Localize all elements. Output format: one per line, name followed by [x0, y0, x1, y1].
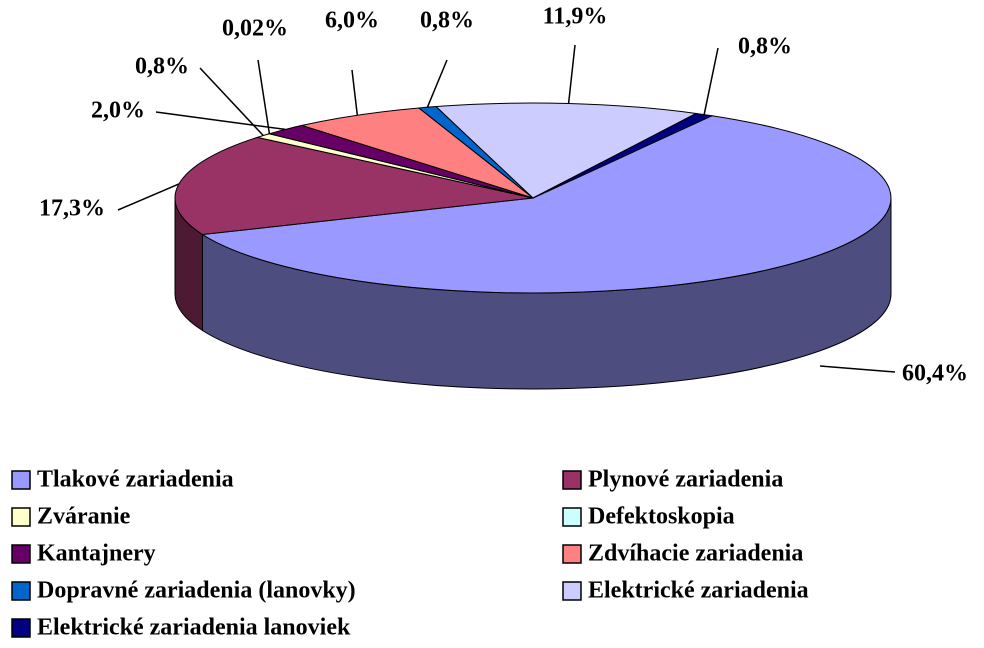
data-label: 6,0%: [325, 8, 379, 34]
legend-swatch: [562, 470, 582, 490]
leader-line: [155, 111, 286, 131]
slice: [434, 102, 698, 199]
data-label: 2,0%: [91, 98, 145, 124]
legend-label: Plynové zariadenia: [588, 467, 783, 493]
leader-line: [819, 365, 896, 373]
legend-label: Zváranie: [37, 504, 131, 530]
data-label: 0,8%: [738, 34, 792, 60]
legend-label: Elektrické zariadenia: [588, 578, 809, 604]
slice: [300, 107, 534, 199]
legend-swatch: [11, 470, 31, 490]
leader-line: [703, 47, 719, 115]
leader-line: [257, 59, 271, 134]
legend-label: Elektrické zariadenia lanoviek: [37, 615, 351, 641]
legend-label: Tlakové zariadenia: [37, 467, 234, 493]
legend-label: Defektoskopia: [588, 504, 735, 530]
legend-swatch: [562, 507, 582, 527]
data-label: 0,8%: [135, 54, 189, 80]
legend-swatch: [11, 618, 31, 638]
legend-label: Zdvíhacie zariadenia: [588, 541, 803, 567]
data-label: 0,02%: [222, 16, 288, 42]
data-label: 11,9%: [543, 4, 608, 30]
slice: [174, 136, 534, 236]
legend-swatch: [11, 544, 31, 564]
data-label: 60,4%: [902, 361, 968, 387]
data-label: 17,3%: [39, 196, 105, 222]
legend-swatch: [562, 581, 582, 601]
legend-swatch: [11, 507, 31, 527]
data-label: 0,8%: [420, 8, 474, 34]
legend-swatch: [11, 581, 31, 601]
leader-line: [117, 183, 180, 211]
leader-line: [426, 59, 448, 108]
leader-line: [351, 69, 359, 116]
leader-line: [567, 44, 576, 104]
legend-label: Dopravné zariadenia (lanovky): [37, 578, 356, 604]
slice: [201, 115, 892, 294]
legend-swatch: [562, 544, 582, 564]
legend-label: Kantajnery: [37, 541, 156, 567]
